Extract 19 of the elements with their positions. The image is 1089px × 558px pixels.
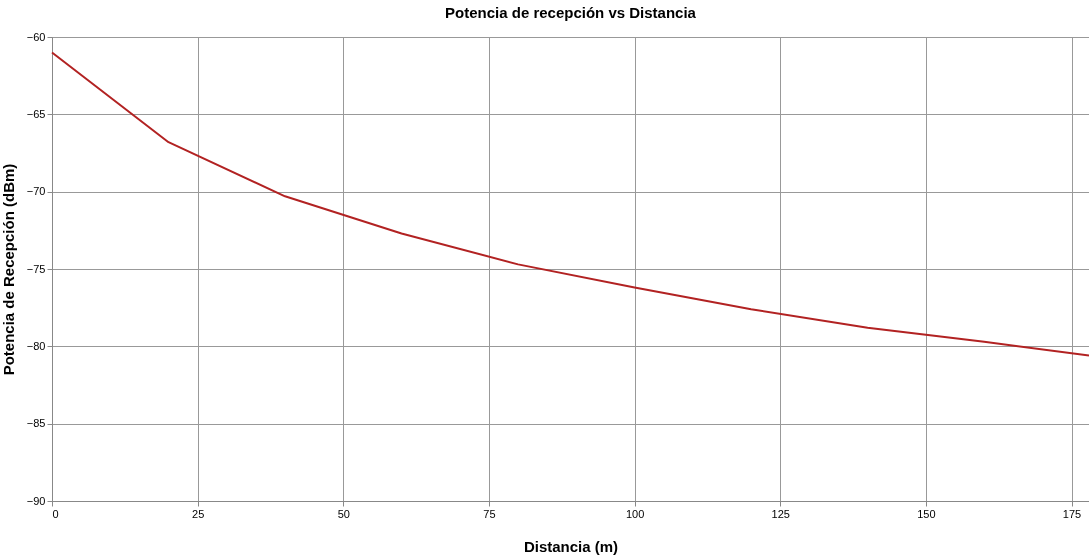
y-tick-label: −90 <box>26 494 46 507</box>
x-tick-label: 150 <box>917 507 936 520</box>
x-tick-label: 125 <box>771 507 790 520</box>
x-tick-label: 25 <box>192 507 205 520</box>
x-tick-label: 100 <box>625 507 645 520</box>
x-tick-label: 0 <box>52 507 59 520</box>
y-tick-label: −80 <box>26 339 46 352</box>
x-tick-label: 50 <box>337 507 350 520</box>
y-tick-label: −85 <box>26 417 46 430</box>
chart-title: Potencia de recepción vs Distancia <box>445 4 697 21</box>
y-tick-label: −65 <box>26 107 46 120</box>
x-tick-label: 75 <box>483 507 496 520</box>
y-tick-label: −75 <box>26 262 46 275</box>
y-axis-title: Potencia de Recepción (dBm) <box>0 163 17 376</box>
y-tick-label: −70 <box>26 185 46 198</box>
x-tick-label: 175 <box>1062 507 1082 520</box>
y-tick-label: −60 <box>26 30 46 43</box>
x-axis-title: Distancia (m) <box>523 537 619 555</box>
line-series <box>51 51 1089 357</box>
